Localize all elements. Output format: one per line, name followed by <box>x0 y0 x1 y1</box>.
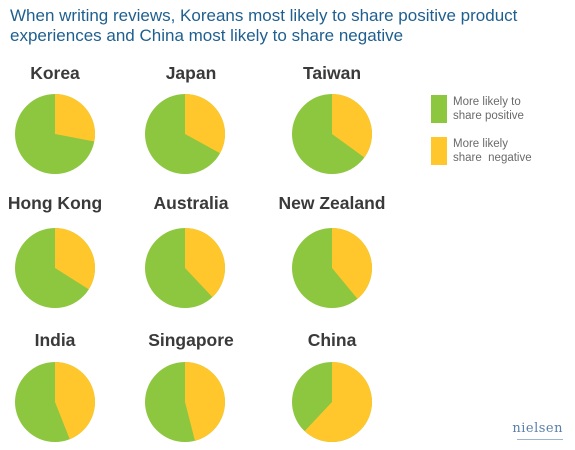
pie-slice-negative-china <box>304 362 372 442</box>
pie-australia <box>145 228 225 308</box>
legend-label-positive: More likely to share positive <box>453 96 524 122</box>
legend-swatch-negative <box>431 137 447 165</box>
pie-slice-negative-japan <box>185 94 225 154</box>
chart-title: When writing reviews, Koreans most likel… <box>10 6 518 45</box>
pie-india <box>15 362 96 442</box>
pie-label-japan: Japan <box>165 63 217 83</box>
pie-china <box>292 362 372 442</box>
pie-singapore <box>145 362 225 442</box>
nielsen-logo-underline <box>517 439 563 440</box>
pie-slice-negative-hong-kong <box>55 228 95 290</box>
pie-label-hong-kong: Hong Kong <box>7 193 103 213</box>
pie-slice-negative-australia <box>185 228 225 298</box>
pie-slice-negative-new-zealand <box>332 228 372 299</box>
pie-label-australia: Australia <box>153 193 229 213</box>
pie-label-new-zealand: New Zealand <box>278 193 386 213</box>
pie-label-korea: Korea <box>30 63 80 83</box>
legend-label-negative: More likely share negative <box>453 138 532 164</box>
pie-new-zealand <box>292 228 372 308</box>
pie-label-india: India <box>34 330 76 350</box>
pie-label-taiwan: Taiwan <box>302 63 362 83</box>
nielsen-logo: nielsen <box>512 421 563 436</box>
pie-japan <box>145 94 225 174</box>
legend-swatch-positive <box>431 95 447 123</box>
pie-label-singapore: Singapore <box>148 330 234 350</box>
pie-slice-negative-taiwan <box>332 94 372 158</box>
pie-korea <box>15 94 95 174</box>
pie-taiwan <box>292 94 372 174</box>
pie-slice-negative-india <box>55 362 96 440</box>
pie-slice-negative-singapore <box>185 362 225 441</box>
pie-label-china: China <box>307 330 357 350</box>
pie-slice-negative-korea <box>55 94 95 142</box>
pie-hong-kong <box>15 228 95 308</box>
